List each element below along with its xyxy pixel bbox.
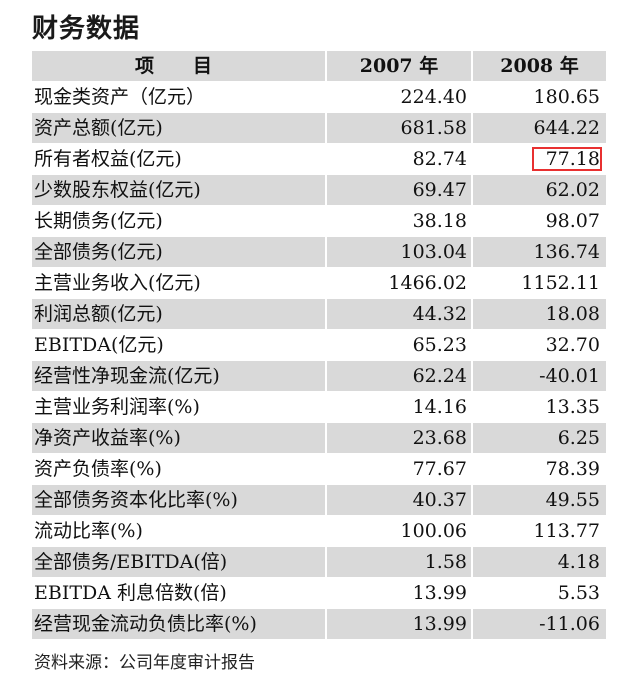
row-value-2008: 6.25	[471, 422, 606, 454]
row-item-label: 主营业务收入(亿元)	[34, 272, 201, 294]
row-item-label: 现金类资产（亿元）	[34, 86, 206, 108]
row-item-label: EBITDA 利息倍数(倍)	[34, 582, 227, 604]
table-row: 资产总额(亿元) 681.58 644.22	[32, 112, 606, 144]
table-row: 资产负债率(%) 77.67 78.39	[32, 453, 606, 485]
table-row: 现金类资产（亿元） 224.40 180.65	[32, 81, 606, 113]
table-row: EBITDA 利息倍数(倍) 13.99 5.53	[32, 577, 606, 609]
row-value-2007: 44.32	[325, 298, 472, 330]
table-row: 所有者权益(亿元) 82.74 77.18	[32, 143, 606, 175]
row-value-2007: 13.99	[325, 577, 472, 609]
table-row: 主营业务收入(亿元) 1466.02 1152.11	[32, 267, 606, 299]
row-item-label: 利润总额(亿元)	[34, 303, 163, 325]
row-value-2007: 14.16	[325, 391, 472, 423]
table-row: 主营业务利润率(%) 14.16 13.35	[32, 391, 606, 423]
table-header-row: 项 目 2007 年 2008 年	[32, 51, 606, 82]
row-value-2007: 23.68	[325, 422, 472, 454]
row-item-label: 资产负债率(%)	[34, 458, 162, 480]
row-item-label: EBITDA(亿元)	[34, 334, 164, 356]
row-value-2008: 113.77	[471, 515, 606, 547]
row-value-2007: 69.47	[325, 174, 472, 206]
row-value-2008: 13.35	[471, 391, 606, 423]
table-row: 利润总额(亿元) 44.32 18.08	[32, 298, 606, 330]
row-value-2007: 224.40	[325, 81, 472, 113]
row-value-2007: 38.18	[325, 205, 472, 237]
row-value-2008: 1152.11	[471, 267, 606, 299]
row-item-label: 全部债务资本化比率(%)	[34, 489, 238, 511]
row-item-label: 流动比率(%)	[34, 520, 143, 542]
row-item-label: 净资产收益率(%)	[34, 427, 181, 449]
row-value-2008: 18.08	[471, 298, 606, 330]
table-body: 现金类资产（亿元） 224.40 180.65 资产总额(亿元) 681.58 644.2…	[32, 81, 606, 639]
row-value-2007: 40.37	[325, 484, 472, 516]
row-value-2008: 98.07	[471, 205, 606, 237]
row-value-2007: 100.06	[325, 515, 472, 547]
row-value-2008: 644.22	[471, 112, 606, 144]
row-value-2007: 82.74	[325, 143, 472, 175]
row-value-2008: 62.02	[471, 174, 606, 206]
row-item-label: 全部债务/EBITDA(倍)	[34, 551, 228, 573]
row-item-label: 经营性净现金流(亿元)	[34, 365, 220, 387]
header-2007: 2007 年	[325, 51, 472, 82]
row-value-2007: 62.24	[325, 360, 472, 392]
row-value-2008: 32.70	[471, 329, 606, 361]
row-item-label: 全部债务(亿元)	[34, 241, 163, 263]
row-value-2007: 1.58	[325, 546, 472, 578]
row-value-2008: 180.65	[471, 81, 606, 113]
row-value-2008: -40.01	[471, 360, 606, 392]
row-value-2007: 1466.02	[325, 267, 472, 299]
row-value-2007: 77.67	[325, 453, 472, 485]
row-item-label: 经营现金流动负债比率(%)	[34, 613, 257, 635]
table-row: 全部债务资本化比率(%) 40.37 49.55	[32, 484, 606, 516]
row-value-2008: 5.53	[471, 577, 606, 609]
financial-data-table: 项 目 2007 年 2008 年 现金类资产（亿元） 224.40 180.65 资…	[32, 51, 606, 639]
row-item-label: 长期债务(亿元)	[34, 210, 163, 232]
row-item-label: 资产总额(亿元)	[34, 117, 163, 139]
row-value-2008: 136.74	[471, 236, 606, 268]
row-value-2007: 13.99	[325, 608, 472, 639]
row-value-2008: 49.55	[471, 484, 606, 516]
source-note: 资料来源：公司年度审计报告	[34, 653, 255, 673]
table-row: 流动比率(%) 100.06 113.77	[32, 515, 606, 547]
header-item: 项 目	[32, 51, 326, 82]
table-row: EBITDA(亿元) 65.23 32.70	[32, 329, 606, 361]
row-value-2007: 681.58	[325, 112, 472, 144]
header-2008: 2008 年	[471, 51, 606, 82]
table-row: 经营性净现金流(亿元) 62.24 -40.01	[32, 360, 606, 392]
page-title: 财务数据	[32, 14, 141, 44]
table-row: 净资产收益率(%) 23.68 6.25	[32, 422, 606, 454]
table-row: 经营现金流动负债比率(%) 13.99 -11.06	[32, 608, 606, 639]
row-value-2008: -11.06	[471, 608, 606, 639]
table-row: 全部债务/EBITDA(倍) 1.58 4.18	[32, 546, 606, 578]
row-value-2007: 103.04	[325, 236, 472, 268]
row-item-label: 所有者权益(亿元)	[34, 148, 182, 170]
table-row: 全部债务(亿元) 103.04 136.74	[32, 236, 606, 268]
table-row: 少数股东权益(亿元) 69.47 62.02	[32, 174, 606, 206]
row-value-2007: 65.23	[325, 329, 472, 361]
row-value-2008: 78.39	[471, 453, 606, 485]
highlight-box	[532, 147, 602, 171]
row-value-2008: 4.18	[471, 546, 606, 578]
row-item-label: 主营业务利润率(%)	[34, 396, 200, 418]
row-item-label: 少数股东权益(亿元)	[34, 179, 201, 201]
table-row: 长期债务(亿元) 38.18 98.07	[32, 205, 606, 237]
